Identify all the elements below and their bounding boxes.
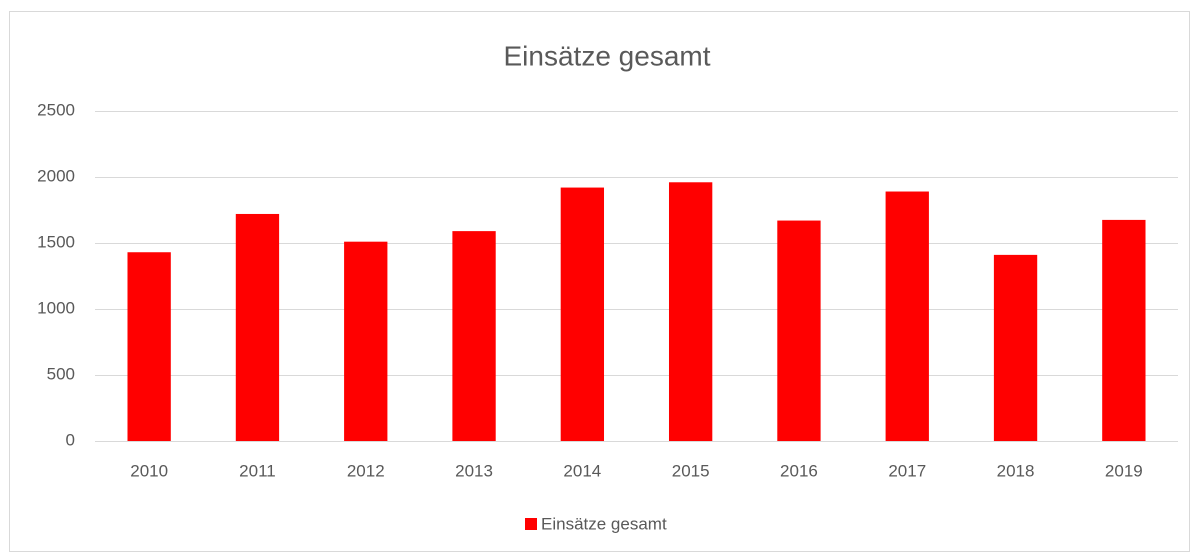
bar	[777, 220, 821, 441]
y-tick-label: 0	[66, 430, 75, 449]
chart-title: Einsätze gesamt	[504, 40, 711, 71]
x-tick-label: 2018	[997, 461, 1035, 480]
y-tick-label: 1500	[37, 232, 75, 251]
x-tick-label: 2015	[672, 461, 710, 480]
y-tick-label: 2500	[37, 100, 75, 119]
x-tick-label: 2010	[130, 461, 168, 480]
legend-swatch	[525, 518, 537, 530]
bar	[668, 182, 713, 441]
y-tick-label: 1000	[37, 298, 75, 317]
legend-label: Einsätze gesamt	[541, 514, 667, 533]
bar	[1102, 219, 1146, 441]
bar	[452, 231, 496, 441]
bar	[235, 213, 280, 441]
y-tick-label: 2000	[37, 166, 75, 185]
x-tick-label: 2019	[1105, 461, 1143, 480]
bar	[344, 241, 388, 441]
bar	[993, 254, 1038, 441]
x-tick-label: 2017	[888, 461, 926, 480]
bar	[885, 191, 929, 441]
x-tick-label: 2016	[780, 461, 818, 480]
x-tick-label: 2011	[239, 461, 276, 480]
x-tick-label: 2012	[347, 461, 385, 480]
x-tick-label: 2014	[563, 461, 601, 480]
y-tick-label: 500	[47, 364, 75, 383]
bar	[560, 187, 605, 441]
bar	[127, 252, 171, 441]
x-tick-label: 2013	[455, 461, 493, 480]
